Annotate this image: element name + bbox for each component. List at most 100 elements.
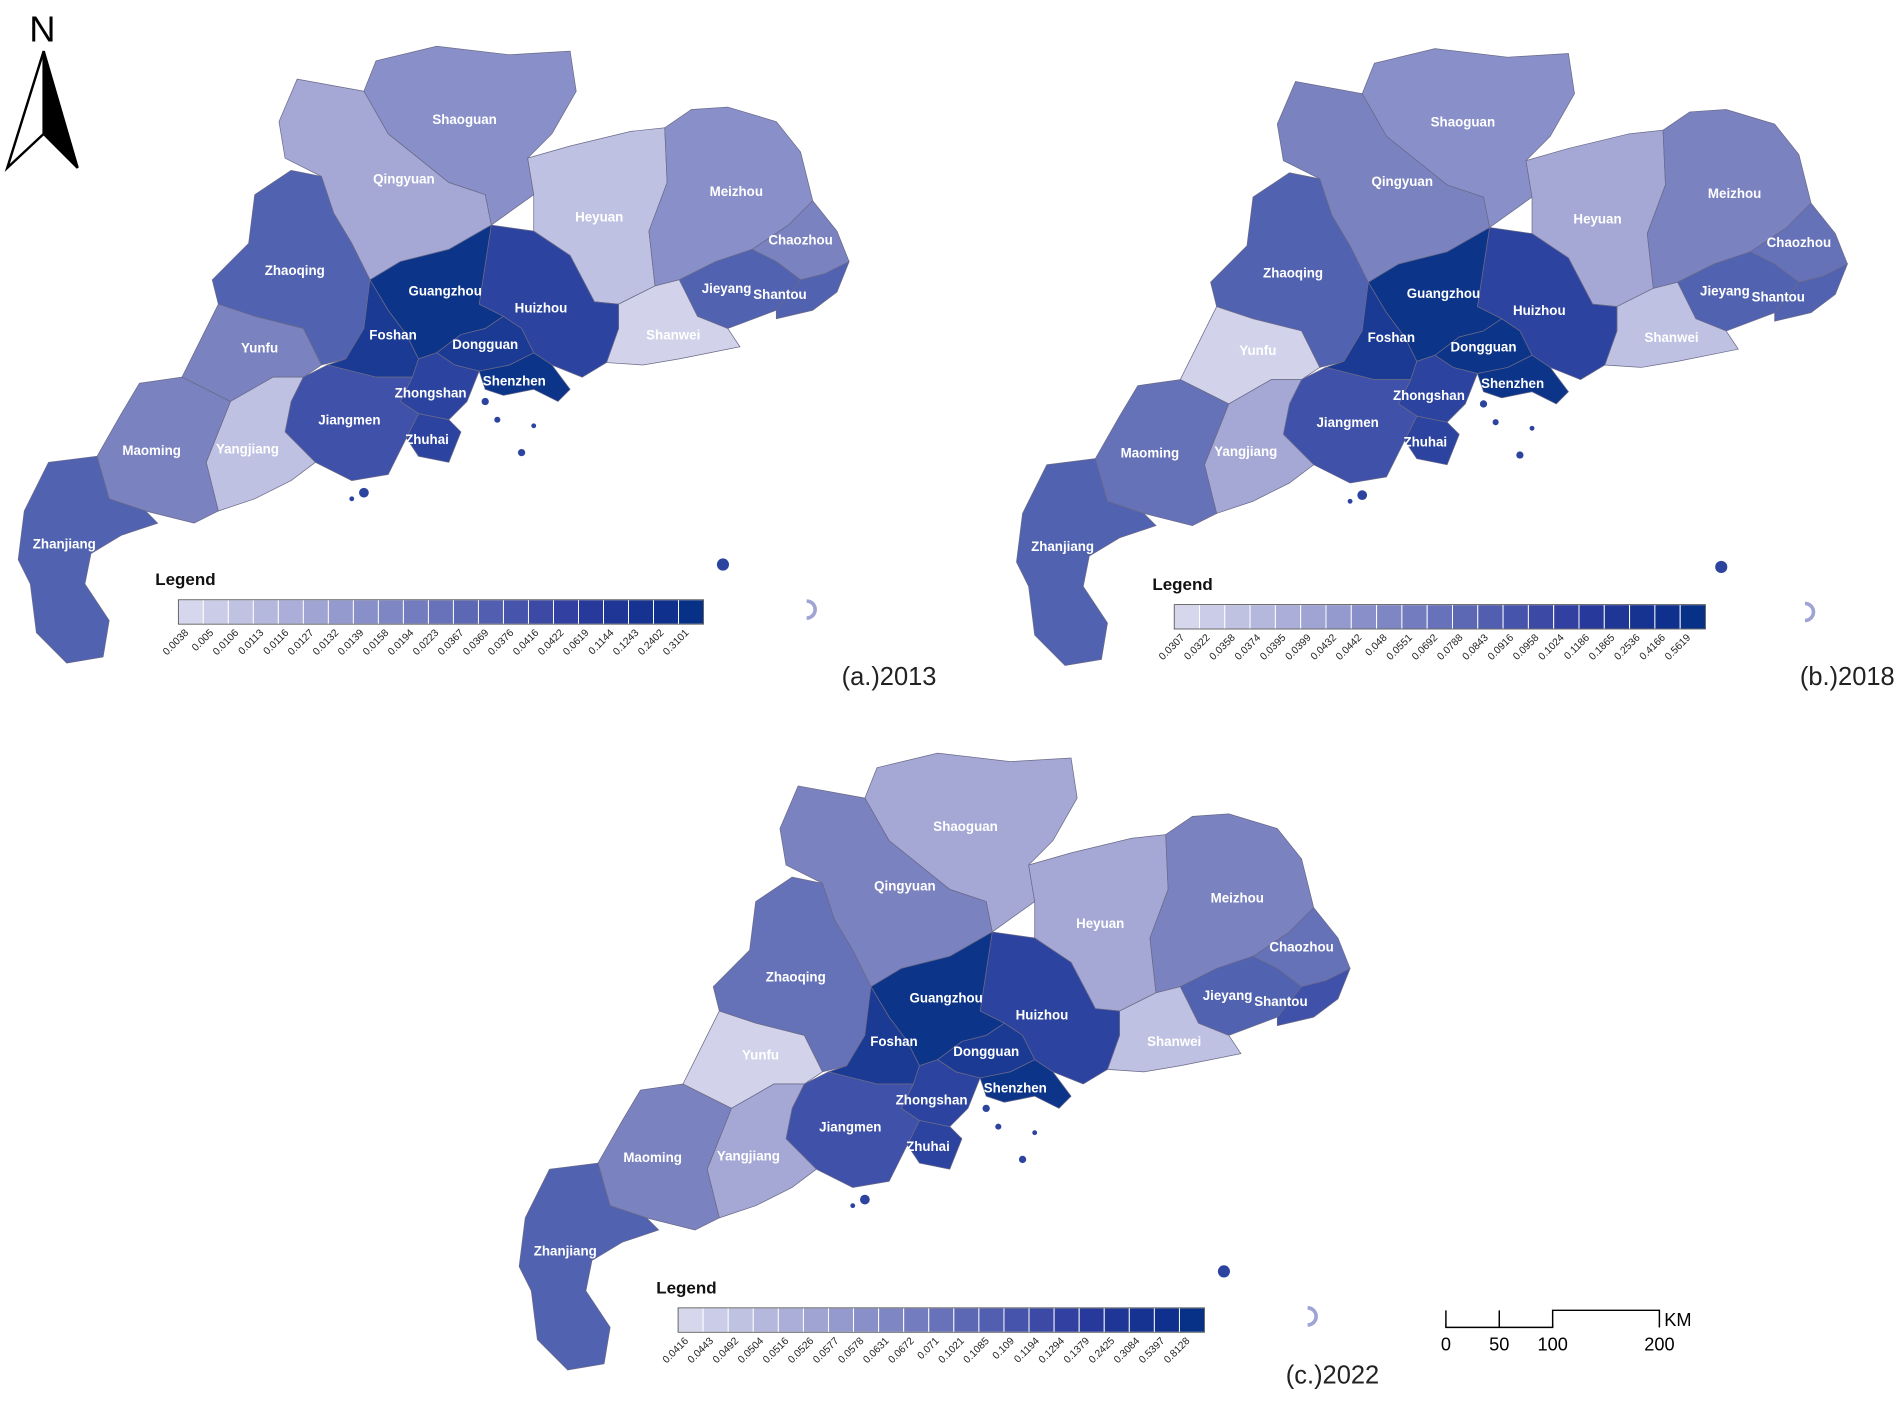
legend-label: 0.1379	[1062, 1336, 1092, 1366]
city-label: Zhaoqing	[265, 263, 325, 278]
legend-swatch	[302, 599, 329, 625]
legend-swatch	[1300, 604, 1327, 630]
island	[1347, 498, 1353, 504]
legend-label: 0.0916	[1486, 632, 1516, 662]
legend-label: 0.0551	[1385, 632, 1415, 662]
legend-label: 0.0443	[686, 1336, 716, 1366]
legend-label: 0.0395	[1258, 632, 1288, 662]
legend-label: 0.0958	[1511, 632, 1541, 662]
city-label: Shenzhen	[1481, 376, 1544, 391]
legend-swatch	[1224, 604, 1251, 630]
city-label: Dongguan	[452, 337, 518, 352]
city-label: Shaoguan	[432, 112, 496, 127]
map: Shaoguan Qingyuan Heyuan Meizhou Chaozhou Jie…	[1016, 48, 1849, 666]
legend-swatch	[1578, 604, 1605, 630]
legend-swatch	[702, 1307, 729, 1333]
island	[982, 1104, 990, 1113]
city-label: Shenzhen	[483, 374, 546, 389]
legend-swatch	[1679, 604, 1706, 630]
legend-swatch	[1078, 1307, 1105, 1333]
island	[860, 1194, 870, 1205]
legend-label: 0.0194	[386, 628, 416, 658]
legend-swatch	[653, 599, 680, 625]
legend-swatch	[427, 599, 454, 625]
legend-swatch	[327, 599, 354, 625]
legend-swatch	[1128, 1307, 1155, 1333]
city-label: Jiangmen	[1317, 415, 1379, 430]
legend-label: 0.1294	[1037, 1336, 1067, 1366]
city-label: Jieyang	[1700, 284, 1750, 299]
island	[494, 416, 501, 423]
scale-unit: KM	[1664, 1310, 1691, 1330]
legend-label: 0.8128	[1162, 1336, 1192, 1366]
city-label: Maoming	[623, 1150, 682, 1165]
city-label: Shantou	[753, 287, 806, 302]
legend-swatch	[678, 599, 705, 625]
city-label: Yangjiang	[216, 442, 279, 457]
city-label: Foshan	[870, 1034, 917, 1049]
legend-label: 0.1021	[937, 1336, 967, 1366]
city-label: Shanwei	[1644, 330, 1698, 345]
legend-label: 0.0672	[887, 1336, 917, 1366]
legend-swatch	[853, 1307, 880, 1333]
legend-label: 0.0788	[1436, 632, 1466, 662]
legend-label: 0.0577	[811, 1336, 841, 1366]
legend-swatch	[277, 599, 304, 625]
caption: (c.)2022	[1286, 1361, 1379, 1389]
legend-swatch	[677, 1307, 704, 1333]
legend-swatch	[1452, 604, 1479, 630]
legend-label: 0.0432	[1309, 632, 1339, 662]
city-label: Jiangmen	[318, 412, 380, 427]
legend-title: Legend	[1152, 575, 1212, 594]
city-label: Zhuhai	[1403, 434, 1447, 449]
city-label: Meizhou	[710, 184, 763, 199]
legend-label: 0.0106	[211, 628, 241, 658]
legend-label: 0.5619	[1663, 632, 1693, 662]
legend-label: 0.0116	[262, 628, 292, 658]
legend-label: 0.0358	[1208, 632, 1238, 662]
north-arrow	[42, 50, 79, 169]
legend-swatch	[1325, 604, 1352, 630]
island	[1018, 1155, 1027, 1164]
legend-title: Legend	[155, 570, 215, 589]
legend-swatch	[202, 599, 229, 625]
legend-swatch	[352, 599, 379, 625]
city-label: Huizhou	[1016, 1007, 1069, 1022]
legend-label: 0.0422	[536, 628, 566, 658]
legend-swatch	[1527, 604, 1555, 630]
city-label: Heyuan	[1573, 212, 1621, 227]
city-region	[478, 352, 571, 402]
legend-label: 0.0416	[511, 628, 541, 658]
legend-swatch	[752, 1307, 779, 1333]
island	[1529, 425, 1535, 431]
legend-label: 0.1243	[611, 628, 641, 658]
legend-swatch	[578, 599, 604, 625]
city-label: Maoming	[1121, 445, 1180, 460]
city-region	[1016, 458, 1157, 666]
city-label: Chaozhou	[1767, 235, 1831, 250]
map: Shaoguan Qingyuan Heyuan Meizhou Chaozhou Jie…	[17, 45, 850, 664]
legend-label: 0.0139	[336, 628, 366, 658]
city-region	[17, 455, 159, 664]
legend-swatch	[1401, 604, 1428, 630]
legend-swatch	[1003, 1307, 1030, 1333]
legend-swatch	[402, 599, 429, 625]
legend-swatch	[477, 599, 504, 625]
city-label: Jieyang	[702, 281, 752, 296]
city-label: Shaoguan	[933, 819, 997, 834]
legend-label: 0.3101	[661, 628, 691, 658]
city-region	[1476, 354, 1569, 405]
legend-label: 0.1186	[1563, 632, 1593, 662]
city-label: Chaozhou	[768, 232, 832, 247]
city-label: Huizhou	[515, 301, 568, 316]
city-label: Guangzhou	[1407, 286, 1480, 301]
legend-label: 0.0619	[561, 628, 591, 658]
city-label: Chaozhou	[1269, 939, 1333, 954]
city-label: Qingyuan	[1371, 174, 1433, 189]
legend-swatch	[1477, 604, 1504, 630]
legend-swatch	[1376, 604, 1403, 630]
city-label: Maoming	[122, 443, 181, 458]
island	[531, 423, 537, 429]
island	[1479, 400, 1488, 408]
